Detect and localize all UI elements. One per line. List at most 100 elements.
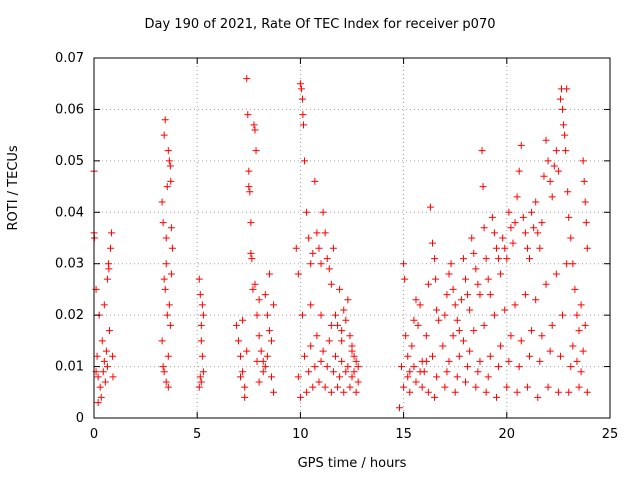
data-point bbox=[346, 383, 354, 391]
data-point bbox=[418, 383, 426, 391]
data-point bbox=[455, 352, 463, 360]
data-point bbox=[197, 337, 205, 345]
data-point bbox=[410, 316, 418, 324]
data-point bbox=[459, 255, 467, 263]
x-tick-label: 15 bbox=[395, 427, 412, 442]
data-point bbox=[513, 388, 521, 396]
data-point bbox=[521, 229, 529, 237]
data-point bbox=[250, 121, 258, 129]
data-point bbox=[243, 347, 251, 355]
data-point bbox=[197, 321, 205, 329]
data-point bbox=[196, 373, 204, 381]
data-point bbox=[99, 368, 107, 376]
data-point bbox=[344, 363, 352, 371]
data-point bbox=[495, 255, 503, 263]
data-point bbox=[239, 316, 247, 324]
data-point bbox=[497, 342, 505, 350]
data-point bbox=[449, 332, 457, 340]
data-point bbox=[412, 378, 420, 386]
data-point bbox=[449, 285, 457, 293]
data-point bbox=[577, 368, 585, 376]
data-point bbox=[501, 306, 509, 314]
data-point bbox=[241, 393, 249, 401]
data-point bbox=[166, 321, 174, 329]
data-point bbox=[554, 167, 562, 175]
data-point bbox=[573, 311, 581, 319]
data-point bbox=[336, 373, 344, 381]
data-point bbox=[232, 321, 240, 329]
data-point bbox=[319, 208, 327, 216]
data-point bbox=[501, 244, 509, 252]
data-point bbox=[404, 352, 412, 360]
data-point bbox=[315, 378, 323, 386]
data-point bbox=[251, 126, 259, 134]
data-point bbox=[556, 352, 564, 360]
data-point bbox=[573, 357, 581, 365]
data-point bbox=[323, 363, 331, 371]
data-point bbox=[245, 167, 253, 175]
data-point bbox=[556, 95, 564, 103]
data-point bbox=[532, 198, 540, 206]
data-point bbox=[354, 378, 362, 386]
data-point bbox=[253, 311, 261, 319]
data-point bbox=[354, 363, 362, 371]
data-point bbox=[562, 147, 570, 155]
chart-title: Day 190 of 2021, Rate Of TEC Index for r… bbox=[144, 17, 496, 32]
data-point bbox=[263, 352, 271, 360]
data-point bbox=[523, 244, 531, 252]
data-point bbox=[521, 291, 529, 299]
data-point bbox=[400, 383, 408, 391]
data-point bbox=[451, 388, 459, 396]
data-point bbox=[580, 177, 588, 185]
data-point bbox=[480, 321, 488, 329]
data-point bbox=[160, 131, 168, 139]
data-point bbox=[159, 363, 167, 371]
data-point bbox=[567, 363, 575, 371]
data-point bbox=[253, 357, 261, 365]
data-point bbox=[583, 388, 591, 396]
data-point bbox=[406, 368, 414, 376]
data-point bbox=[542, 280, 550, 288]
data-point bbox=[165, 157, 173, 165]
data-point bbox=[323, 255, 331, 263]
data-point bbox=[329, 244, 337, 252]
data-point bbox=[466, 306, 474, 314]
data-point bbox=[517, 141, 525, 149]
data-point bbox=[331, 352, 339, 360]
data-point bbox=[560, 121, 568, 129]
data-point bbox=[196, 291, 204, 299]
data-point bbox=[422, 332, 430, 340]
data-point bbox=[479, 183, 487, 191]
data-point bbox=[162, 260, 170, 268]
data-point bbox=[348, 342, 356, 350]
data-point bbox=[237, 352, 245, 360]
data-point bbox=[579, 157, 587, 165]
data-point bbox=[476, 291, 484, 299]
data-point bbox=[294, 270, 302, 278]
data-point bbox=[530, 224, 538, 232]
data-point bbox=[416, 368, 424, 376]
data-point bbox=[470, 327, 478, 335]
data-point bbox=[107, 244, 115, 252]
data-point bbox=[492, 393, 500, 401]
data-point bbox=[526, 255, 534, 263]
data-point bbox=[296, 80, 304, 88]
data-point bbox=[552, 147, 560, 155]
data-point bbox=[484, 275, 492, 283]
data-point bbox=[582, 219, 590, 227]
data-point bbox=[348, 373, 356, 381]
data-point bbox=[424, 280, 432, 288]
data-point bbox=[509, 239, 517, 247]
data-point bbox=[410, 363, 418, 371]
data-point bbox=[162, 234, 170, 242]
data-point bbox=[490, 311, 498, 319]
data-point bbox=[261, 363, 269, 371]
data-point bbox=[109, 352, 117, 360]
data-point bbox=[164, 383, 172, 391]
data-point bbox=[268, 373, 276, 381]
data-point bbox=[105, 265, 113, 273]
data-point bbox=[482, 255, 490, 263]
data-point bbox=[575, 327, 583, 335]
data-point bbox=[327, 388, 335, 396]
data-point bbox=[165, 301, 173, 309]
